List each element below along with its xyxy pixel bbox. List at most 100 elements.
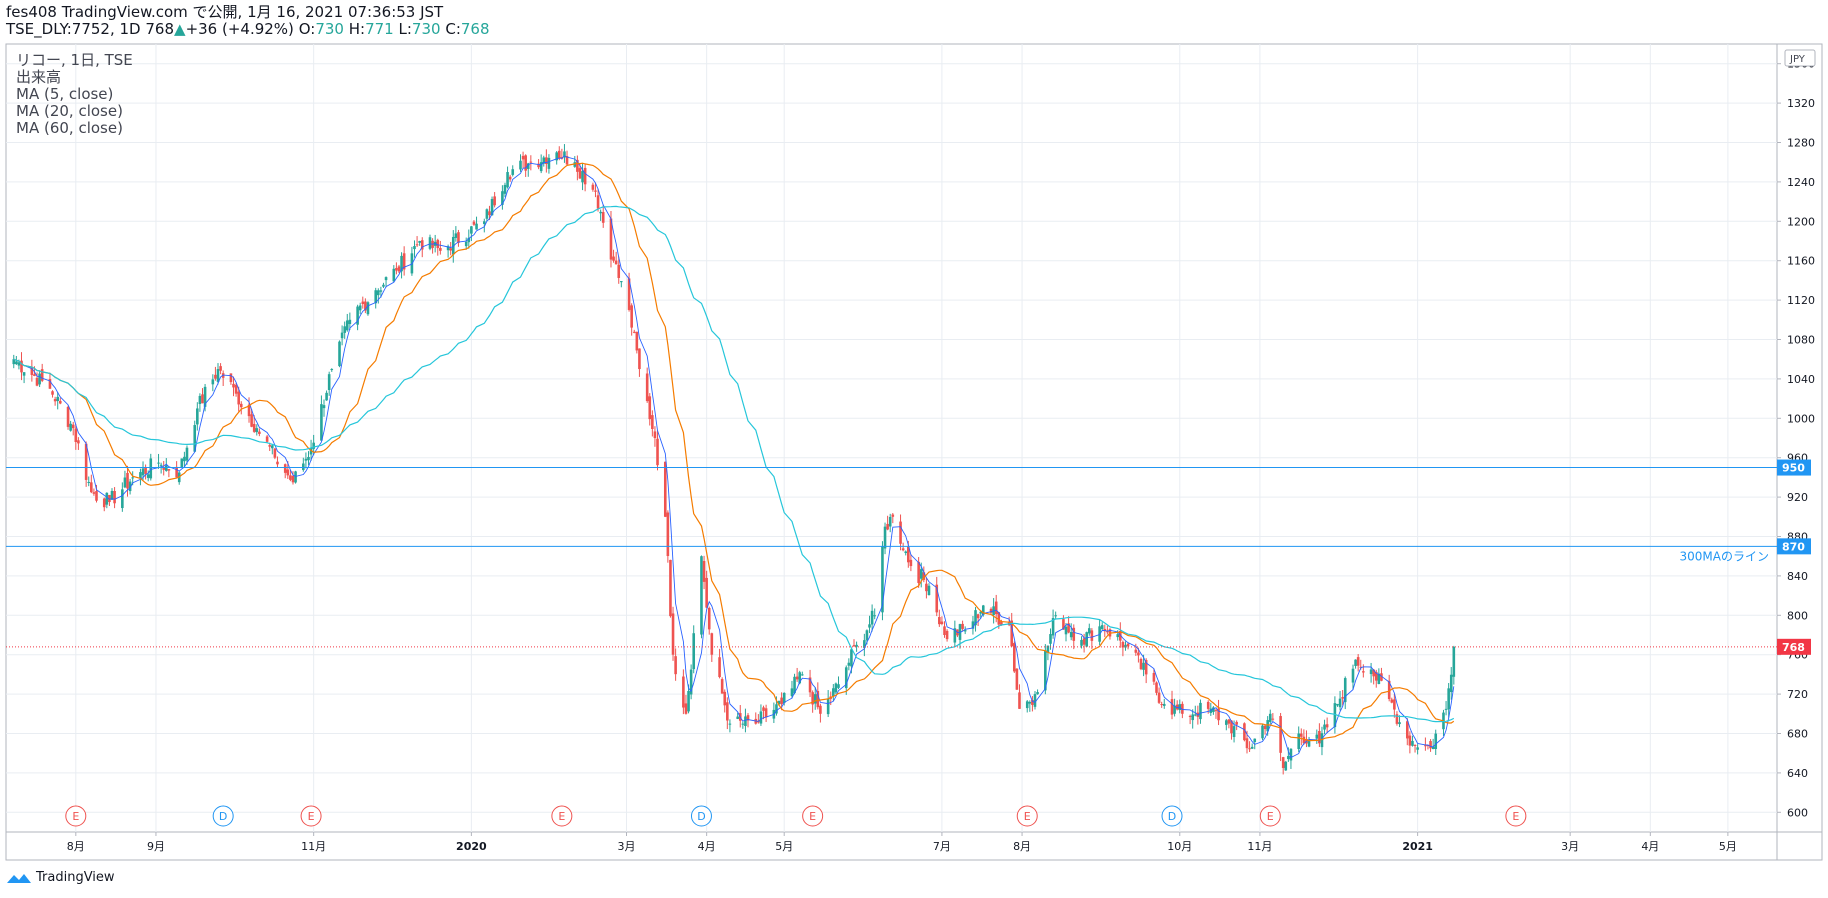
- candle-body: [1253, 738, 1257, 743]
- chart-frame: [5, 43, 1823, 861]
- candle-body: [1049, 634, 1052, 644]
- candle-body: [1307, 740, 1311, 747]
- candle-body: [816, 690, 820, 708]
- candle-body: [578, 168, 582, 179]
- candle-body: [689, 669, 693, 695]
- candle-body: [1116, 634, 1120, 638]
- candle-body: [873, 615, 876, 617]
- candle-body: [1080, 639, 1083, 646]
- candle-body: [340, 332, 344, 339]
- dividend-marker[interactable]: D: [690, 805, 712, 827]
- candle-body: [1191, 714, 1194, 721]
- candle-body: [503, 184, 507, 194]
- candle-body: [596, 195, 600, 209]
- candle-body: [542, 157, 546, 164]
- earnings-marker[interactable]: E: [802, 805, 824, 827]
- earnings-marker[interactable]: E: [65, 805, 87, 827]
- candle-body: [464, 241, 468, 247]
- candle-body: [356, 306, 359, 325]
- candle-body: [219, 366, 222, 371]
- candle-body: [506, 172, 509, 188]
- candle-body: [113, 490, 116, 504]
- candle-body: [345, 320, 349, 331]
- legend-ma60[interactable]: MA (60, close): [16, 119, 123, 137]
- candle-body: [84, 443, 88, 480]
- horizontal-line-badge: [1777, 459, 1811, 476]
- candle-body: [428, 237, 432, 249]
- candle-body: [1015, 668, 1019, 690]
- candle-body: [343, 326, 346, 333]
- candle-body: [475, 223, 478, 230]
- event-marker-circle: [1016, 805, 1038, 827]
- candle-body: [1214, 710, 1218, 712]
- x-tick-label: 2020: [456, 840, 487, 853]
- candle-body: [1429, 741, 1432, 749]
- candle-body: [1424, 745, 1427, 747]
- candle-body: [1315, 734, 1319, 739]
- candle-body: [1170, 699, 1174, 715]
- candle-body: [979, 611, 982, 614]
- candle-body: [74, 428, 78, 442]
- candle-body: [1318, 730, 1321, 744]
- y-tick-label: 640: [1787, 767, 1808, 780]
- earnings-marker[interactable]: E: [1016, 805, 1038, 827]
- candle-body: [581, 171, 584, 183]
- candle-body: [237, 391, 240, 405]
- event-marker-label: E: [1024, 810, 1031, 823]
- candle-body: [69, 423, 72, 431]
- candle-body: [164, 465, 168, 471]
- symbol-line: TSE_DLY:7752, 1D 768▲+36 (+4.92%) O:730 …: [6, 21, 490, 38]
- candle-body: [457, 232, 460, 243]
- candle-body: [214, 374, 217, 379]
- candle-body: [1212, 707, 1215, 712]
- candle-body: [273, 448, 277, 458]
- candle-body: [899, 521, 902, 544]
- candle-body: [304, 458, 308, 461]
- candle-body: [1178, 704, 1182, 711]
- candle-body: [863, 640, 866, 648]
- dividend-marker[interactable]: D: [1161, 805, 1183, 827]
- earnings-marker[interactable]: E: [300, 805, 322, 827]
- candle-body: [123, 477, 127, 488]
- legend-title[interactable]: リコー, 1日, TSE: [16, 51, 133, 69]
- event-marker-label: E: [1512, 810, 1519, 823]
- high-value: 771: [365, 20, 394, 38]
- event-marker-circle: [65, 805, 87, 827]
- legend-ma20[interactable]: MA (20, close): [16, 102, 123, 120]
- candle-body: [162, 467, 166, 470]
- candle-body: [744, 716, 747, 727]
- symbol-text: TSE_DLY:7752, 1D 768: [6, 20, 175, 38]
- candle-body: [614, 260, 618, 265]
- legend-volume[interactable]: 出来高: [16, 68, 62, 86]
- dividend-marker[interactable]: D: [212, 805, 234, 827]
- legend-ma5[interactable]: MA (5, close): [16, 85, 114, 103]
- candle-body: [627, 278, 631, 310]
- candle-body: [92, 492, 96, 494]
- candle-body: [1434, 733, 1438, 750]
- earnings-marker[interactable]: E: [551, 805, 573, 827]
- chart-legend: リコー, 1日, TSE 出来高 MA (5, close) MA (20, c…: [16, 52, 133, 137]
- candle-body: [467, 237, 471, 243]
- candle-body: [1416, 747, 1419, 750]
- candle-body: [940, 621, 944, 624]
- tradingview-logo[interactable]: TradingView: [6, 870, 115, 885]
- close-label: C:: [445, 20, 461, 38]
- candle-body: [1297, 733, 1301, 749]
- candle-body: [1157, 692, 1161, 703]
- candle-body: [666, 512, 670, 557]
- candle-body: [710, 633, 714, 655]
- candle-body: [1072, 627, 1076, 641]
- candle-body: [247, 404, 251, 417]
- candle-body: [1279, 716, 1282, 753]
- earnings-marker[interactable]: E: [1259, 805, 1281, 827]
- candle-body: [66, 406, 70, 427]
- candle-body: [1245, 738, 1249, 749]
- earnings-marker[interactable]: E: [1505, 805, 1527, 827]
- candle-body: [108, 494, 111, 503]
- candle-body: [1284, 761, 1288, 771]
- candle-body: [901, 548, 905, 551]
- candle-body: [449, 248, 452, 251]
- x-tick-label: 5月: [1719, 840, 1737, 853]
- candle-body: [909, 559, 913, 567]
